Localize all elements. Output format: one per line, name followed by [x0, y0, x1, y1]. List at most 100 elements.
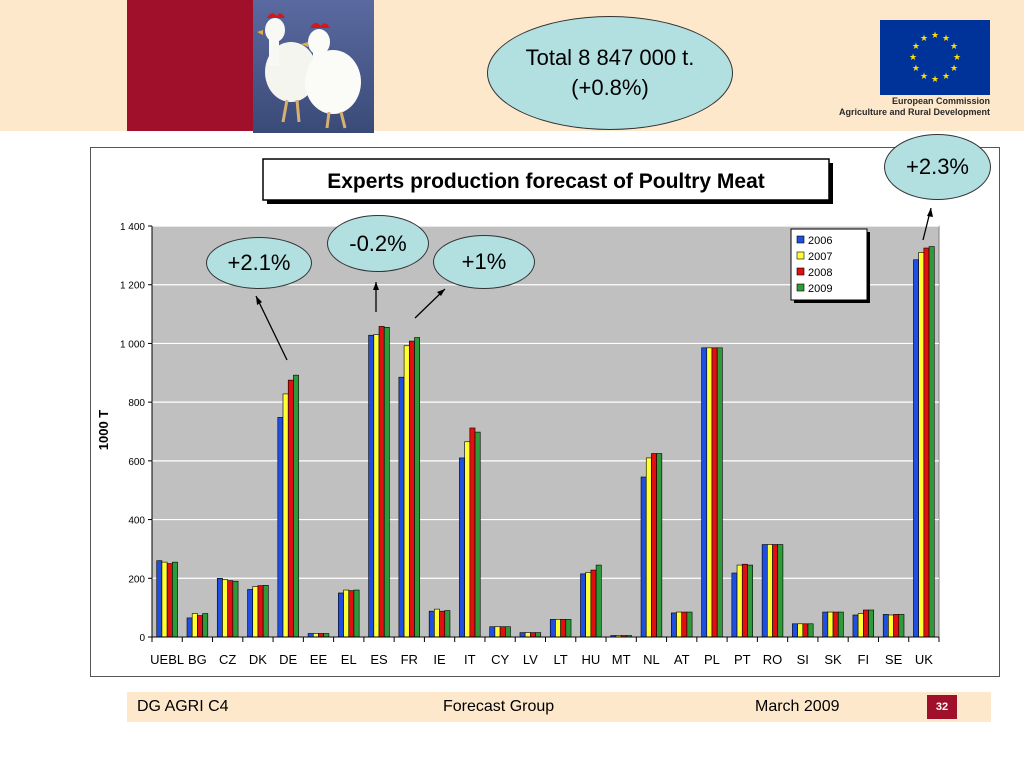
bar-LV-2008: [530, 632, 536, 638]
bar-SK-2006: [822, 611, 829, 638]
eu-star-icon: ★: [950, 63, 958, 73]
bar-CZ-2009: [232, 580, 239, 638]
bar-IE-2009: [444, 610, 451, 638]
bar-CY-2009: [504, 626, 511, 638]
bar-UEBL-2009: [172, 561, 178, 638]
callout-de-text: +2.1%: [227, 250, 291, 275]
bar-UEBL-2008: [166, 563, 173, 638]
x-tick-label: SK: [824, 652, 842, 667]
eu-star-icon: ★: [942, 33, 950, 43]
bar-NL-2009: [656, 453, 663, 638]
bar-HU-2007: [585, 572, 592, 638]
bar-LV-2006: [519, 632, 526, 638]
bar-EL-2007: [343, 589, 350, 638]
bar-DK-2008: [257, 585, 264, 638]
legend-swatch-2009: [796, 283, 805, 292]
y-tick-label: 1 000: [120, 339, 145, 350]
x-tick-label: UK: [915, 652, 933, 667]
legend: 2006 2007 2008 2009: [790, 228, 870, 303]
legend-swatch-2008: [796, 267, 805, 276]
bar-SK-2009: [837, 611, 844, 638]
x-tick-label: SI: [797, 652, 809, 667]
bar-IT-2006: [459, 457, 465, 638]
bar-RO-2007: [767, 544, 773, 638]
bar-DE-2007: [282, 393, 289, 638]
arrowhead-es: [373, 282, 379, 290]
bar-LT-2009: [565, 619, 572, 638]
bar-ES-2008: [378, 326, 385, 638]
chart-title: Experts production forecast of Poultry M…: [327, 170, 765, 193]
bar-EE-2007: [312, 633, 319, 638]
bar-EL-2008: [348, 590, 355, 638]
eu-star-icon: ★: [931, 74, 939, 84]
eu-star-icon: ★: [931, 30, 939, 40]
legend-swatch-2006: [796, 235, 805, 244]
org-name: European Commission Agriculture and Rura…: [790, 96, 990, 118]
x-tick-label: HU: [582, 652, 601, 667]
bar-AT-2008: [681, 611, 688, 638]
bar-PT-2007: [736, 564, 743, 638]
bar-HU-2006: [580, 573, 587, 638]
bar-DE-2009: [293, 374, 299, 638]
bar-PL-2006: [701, 347, 708, 638]
bar-CZ-2007: [222, 579, 228, 638]
eu-star-icon: ★: [953, 52, 961, 62]
arrow-de: [255, 295, 288, 361]
bar-EL-2006: [338, 592, 344, 638]
bar-DK-2007: [252, 586, 259, 638]
bar-RO-2006: [761, 544, 768, 638]
footer-bar: DG AGRI C4 Forecast Group March 2009: [127, 692, 991, 722]
x-tick-label: FI: [858, 652, 870, 667]
bar-SI-2009: [807, 623, 814, 638]
footer-left: DG AGRI C4: [137, 698, 229, 715]
bar-FR-2008: [408, 340, 415, 638]
bar-BG-2008: [197, 615, 203, 638]
bar-IE-2008: [439, 610, 446, 638]
chart-title-box: [262, 158, 830, 201]
y-tick-label: 600: [128, 457, 145, 468]
bar-NL-2006: [640, 476, 647, 638]
eu-star-icon: ★: [912, 63, 920, 73]
bar-EL-2009: [353, 589, 360, 638]
bar-PL-2008: [711, 347, 718, 638]
header-red-block: [127, 0, 253, 131]
callout-es: -0.2%: [327, 215, 429, 272]
bar-DE-2008: [287, 379, 294, 638]
callout-uk-text: +2.3%: [906, 154, 969, 179]
bar-FI-2006: [852, 614, 859, 638]
bar-AT-2009: [686, 611, 693, 638]
bar-CY-2007: [494, 626, 501, 638]
x-tick-label: FR: [401, 652, 418, 667]
y-tick-label: 0: [139, 633, 145, 644]
bar-FI-2007: [857, 613, 864, 638]
bar-SE-2006: [882, 614, 889, 638]
bar-DE-2006: [277, 417, 284, 638]
bar-LV-2007: [524, 632, 531, 638]
bar-SE-2009: [898, 614, 905, 638]
x-tick-label: DE: [279, 652, 297, 667]
bar-LT-2007: [555, 619, 561, 638]
bar-IT-2009: [474, 431, 481, 638]
bar-BG-2007: [191, 613, 198, 638]
x-tick-label: EL: [341, 652, 357, 667]
bar-SI-2007: [797, 623, 804, 638]
bar-SE-2008: [893, 614, 900, 638]
x-tick-label: LT: [554, 652, 568, 667]
bar-RO-2008: [772, 544, 779, 638]
bar-NL-2007: [645, 457, 652, 638]
bar-ES-2007: [373, 334, 380, 638]
total-bubble: Total 8 847 000 t. (+0.8%): [487, 16, 733, 130]
org-line-2: Agriculture and Rural Development: [838, 107, 990, 117]
bar-FI-2009: [868, 609, 875, 638]
callout-fr-text: +1%: [461, 249, 507, 274]
bar-CY-2008: [499, 626, 506, 638]
x-tick-label: BG: [188, 652, 207, 667]
x-tick-label: RO: [763, 652, 783, 667]
x-tick-label: PL: [704, 652, 720, 667]
bar-RO-2009: [777, 544, 784, 638]
bar-FR-2009: [414, 337, 420, 638]
x-tick-label: EE: [310, 652, 328, 667]
x-tick-label: CZ: [219, 652, 236, 667]
bar-FR-2006: [398, 376, 405, 638]
